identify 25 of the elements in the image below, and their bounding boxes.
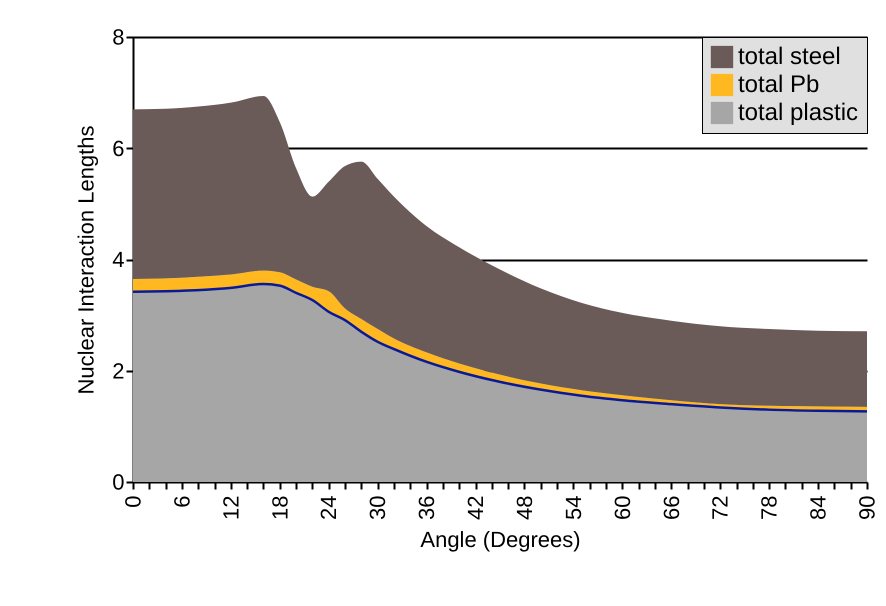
x-tick-label: 0 (120, 496, 146, 508)
x-tick-label: 84 (806, 496, 831, 520)
x-tick-label: 60 (610, 496, 635, 520)
y-tick-label: 8 (112, 24, 124, 50)
x-tick-label: 6 (169, 496, 194, 508)
legend-label: total Pb (738, 71, 820, 98)
legend-label: total plastic (738, 99, 858, 126)
x-tick-label: 42 (463, 496, 488, 520)
y-tick-label: 4 (112, 247, 124, 272)
y-axis-title: Nuclear Interaction Lengths (73, 125, 98, 395)
x-tick-label: 12 (218, 496, 244, 520)
x-tick-label: 18 (267, 496, 292, 520)
x-tick-label: 78 (756, 496, 782, 520)
x-tick-label: 36 (414, 496, 440, 520)
y-tick-label: 6 (112, 136, 124, 161)
x-tick-label: 54 (560, 496, 586, 520)
x-tick-label: 66 (658, 496, 684, 520)
x-tick-label: 30 (365, 496, 390, 520)
x-tick-label: 72 (708, 496, 733, 520)
y-tick-label: 2 (112, 358, 124, 384)
x-tick-label: 24 (316, 496, 342, 520)
legend-label: total steel (738, 43, 841, 70)
x-axis-title: Angle (Degrees) (420, 526, 581, 552)
x-tick-label: 90 (854, 496, 880, 520)
x-tick-label: 48 (512, 496, 537, 520)
